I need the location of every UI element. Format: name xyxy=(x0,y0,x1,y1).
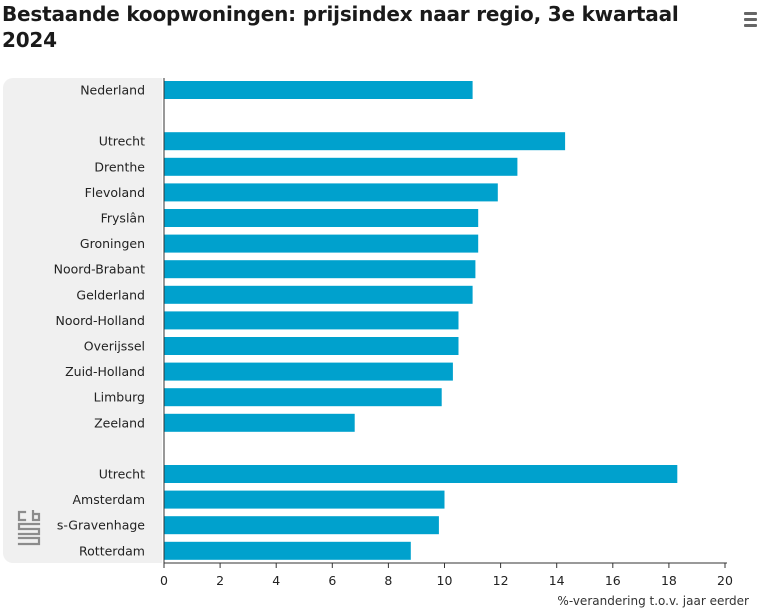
bar-amsterdam[interactable] xyxy=(164,490,445,509)
bar-frysl-n[interactable] xyxy=(164,209,479,227)
category-labels-layer: Nederland Utrecht Drenthe Flevoland Fryslân G… xyxy=(54,83,146,559)
category-label: Utrecht xyxy=(99,134,145,149)
bar-noord-holland[interactable] xyxy=(164,311,459,330)
bar-limburg[interactable] xyxy=(164,388,442,407)
x-tick-label: 2 xyxy=(216,573,224,588)
x-axis-title: %-verandering t.o.v. jaar eerder xyxy=(557,594,749,608)
bar-s-gravenhage[interactable] xyxy=(164,516,439,535)
category-label: Groningen xyxy=(80,236,145,251)
x-tick-label: 14 xyxy=(549,573,565,588)
bar-drenthe[interactable] xyxy=(164,157,518,176)
category-label: Limburg xyxy=(94,390,145,405)
category-label: Zeeland xyxy=(94,415,145,430)
bar-overijssel[interactable] xyxy=(164,337,459,355)
category-label: Rotterdam xyxy=(79,543,145,558)
category-label: Noord-Holland xyxy=(55,313,145,328)
bar-noord-brabant[interactable] xyxy=(164,260,476,279)
hamburger-menu-icon[interactable] xyxy=(744,12,757,30)
category-label: Nederland xyxy=(80,83,145,98)
bar-zeeland[interactable] xyxy=(164,413,355,432)
cbs-logo-icon xyxy=(16,509,42,546)
bar-nederland[interactable] xyxy=(164,81,473,99)
bars-layer xyxy=(164,81,678,560)
category-label: Fryslân xyxy=(101,211,145,226)
bar-rotterdam[interactable] xyxy=(164,541,411,560)
x-tick-label: 8 xyxy=(384,573,392,588)
bar-utrecht[interactable] xyxy=(164,132,566,151)
category-label: Amsterdam xyxy=(72,492,145,507)
x-tick-label: 0 xyxy=(160,573,168,588)
category-label: Noord-Brabant xyxy=(54,262,145,277)
x-tick-label: 10 xyxy=(437,573,453,588)
category-label: Drenthe xyxy=(94,159,145,174)
bar-gelderland[interactable] xyxy=(164,285,473,304)
x-tick-label: 6 xyxy=(328,573,336,588)
x-tick-label: 20 xyxy=(717,573,733,588)
bar-flevoland[interactable] xyxy=(164,183,498,202)
category-label: Zuid-Holland xyxy=(65,364,145,379)
category-label: Overijssel xyxy=(84,339,145,354)
x-tick-label: 16 xyxy=(605,573,621,588)
x-tick-label: 18 xyxy=(661,573,677,588)
x-tick-label: 12 xyxy=(493,573,509,588)
x-axis: 0 2 4 6 8 10 12 14 16 18 20 xyxy=(160,78,733,588)
category-label: s-Gravenhage xyxy=(57,518,145,533)
category-label: Flevoland xyxy=(85,185,145,200)
bar-zuid-holland[interactable] xyxy=(164,362,453,381)
chart-title: Bestaande koopwoningen: prijsindex naar … xyxy=(2,2,679,52)
bar-utrecht[interactable] xyxy=(164,465,678,483)
x-tick-label: 4 xyxy=(272,573,280,588)
category-label-panel xyxy=(3,78,162,563)
bar-groningen[interactable] xyxy=(164,234,479,253)
category-label: Utrecht xyxy=(99,467,145,482)
category-label: Gelderland xyxy=(76,287,145,302)
